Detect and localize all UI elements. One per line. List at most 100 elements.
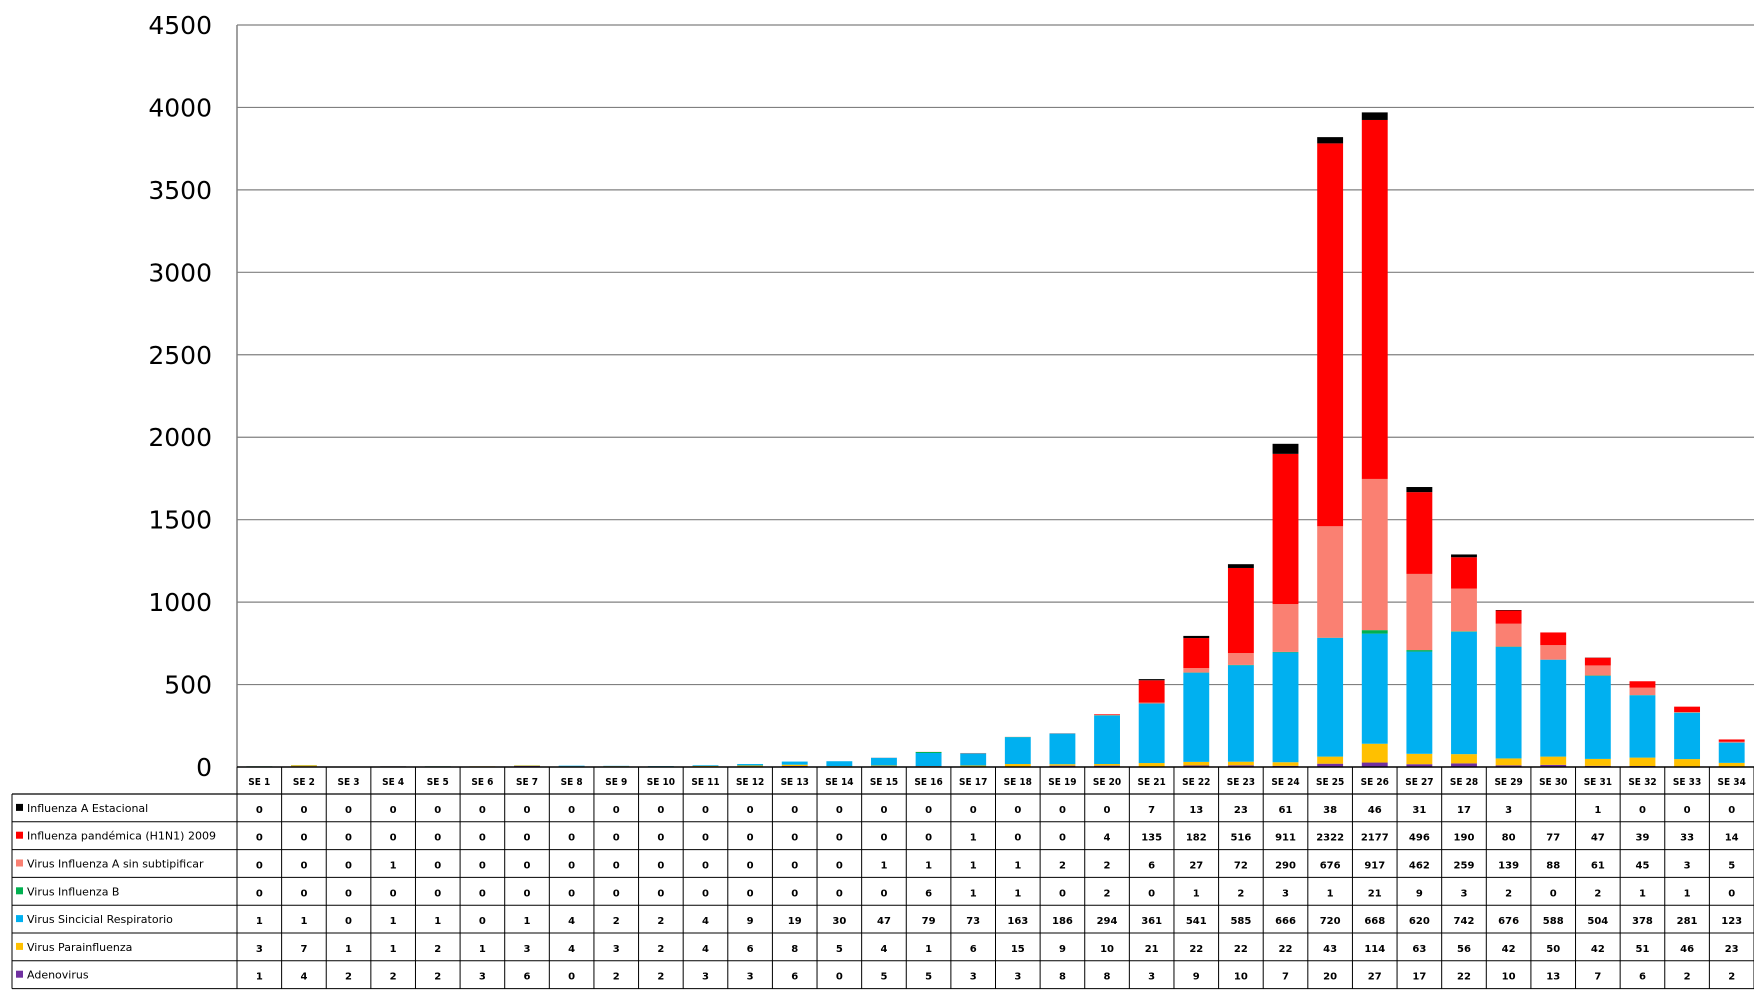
bar-segment xyxy=(1272,453,1299,605)
table-cell: 3 xyxy=(1461,888,1468,899)
table-cell: 61 xyxy=(1279,805,1293,816)
table-cell: 114 xyxy=(1364,944,1385,955)
table-cell: 1 xyxy=(970,833,977,844)
gridlines xyxy=(237,24,1754,686)
bar-segment xyxy=(737,765,764,767)
bar-segment xyxy=(871,757,897,766)
table-cell: 27 xyxy=(1189,861,1203,872)
bar-segment xyxy=(1406,573,1433,651)
table-cell: 163 xyxy=(1007,916,1028,927)
table-cell: 14 xyxy=(1725,833,1739,844)
table-cell: 4 xyxy=(568,944,575,955)
table-cell: 2 xyxy=(390,972,397,983)
table-cell: 0 xyxy=(836,833,843,844)
table-cell: 2 xyxy=(1237,888,1244,899)
bar-segment xyxy=(1361,743,1388,763)
bar-segment xyxy=(1629,681,1656,688)
table-cell: 361 xyxy=(1141,916,1162,927)
table-cell: 0 xyxy=(300,805,307,816)
table-cell: 9 xyxy=(1059,944,1066,955)
table-cell: 917 xyxy=(1364,861,1385,872)
table-cell: 5 xyxy=(925,972,932,983)
bar-segment xyxy=(1406,764,1433,767)
bar-segment xyxy=(781,761,808,765)
bar-segment xyxy=(1451,588,1477,632)
table-cell: 290 xyxy=(1275,861,1296,872)
legend-swatch xyxy=(16,915,23,923)
table-cell: 720 xyxy=(1320,916,1341,927)
table-cell: 2 xyxy=(657,972,664,983)
bar-segment xyxy=(1674,712,1701,760)
table-cell: 0 xyxy=(970,805,977,816)
legend-swatch xyxy=(16,803,23,811)
table-cell: 1 xyxy=(1639,888,1646,899)
x-tick-label: SE 25 xyxy=(1316,777,1344,788)
table-cell: 676 xyxy=(1320,861,1341,872)
table-cell: 0 xyxy=(568,972,575,983)
table-cell: 0 xyxy=(925,833,932,844)
table-cell: 1 xyxy=(390,944,397,955)
bar-segment xyxy=(1495,623,1522,647)
table-cell: 0 xyxy=(479,805,486,816)
x-tick-label: SE 3 xyxy=(338,777,360,788)
bar-segment xyxy=(1317,137,1344,144)
bar-segment xyxy=(781,764,808,767)
bar-segment xyxy=(1361,633,1388,744)
table-cell: 588 xyxy=(1543,916,1564,927)
table-cell: 8 xyxy=(1059,972,1066,983)
table-cell: 23 xyxy=(1234,805,1248,816)
x-tick-label: SE 5 xyxy=(427,777,449,788)
table-cell: 79 xyxy=(922,916,936,927)
table-cell: 2 xyxy=(613,916,620,927)
bar-segment xyxy=(1495,765,1522,767)
table-cell: 1 xyxy=(970,861,977,872)
table-cell: 0 xyxy=(256,861,263,872)
table-cell: 21 xyxy=(1145,944,1159,955)
bar-segment xyxy=(1629,757,1656,767)
table-cell: 80 xyxy=(1502,833,1516,844)
table-cell: 0 xyxy=(613,861,620,872)
table-cell: 496 xyxy=(1409,833,1430,844)
bar-segment xyxy=(1138,702,1165,704)
bar-segment xyxy=(1361,112,1388,120)
table-cell: 4 xyxy=(702,944,709,955)
table-cell: 911 xyxy=(1275,833,1296,844)
table-cell: 0 xyxy=(345,805,352,816)
bar-segment xyxy=(1049,764,1076,766)
table-cell: 1 xyxy=(1014,861,1021,872)
table-cell: 88 xyxy=(1546,861,1560,872)
table-cell: 0 xyxy=(1639,805,1646,816)
legend-label: Influenza A Estacional xyxy=(27,802,148,815)
table-cell: 541 xyxy=(1186,916,1207,927)
table-cell: 51 xyxy=(1635,944,1649,955)
legend-label: Virus Sincicial Respiratorio xyxy=(27,913,173,926)
table-cell: 0 xyxy=(256,888,263,899)
x-tick-label: SE 30 xyxy=(1539,777,1567,788)
table-cell: 0 xyxy=(1684,805,1691,816)
table-cell: 0 xyxy=(390,888,397,899)
bar-segment xyxy=(1227,765,1254,767)
bar-segment xyxy=(1540,659,1567,757)
table-cell: 0 xyxy=(345,888,352,899)
table-cell: 5 xyxy=(836,944,843,955)
table-cell: 1 xyxy=(925,861,932,872)
table-cell: 1 xyxy=(524,916,531,927)
table-cell: 0 xyxy=(1059,805,1066,816)
table-cell: 6 xyxy=(791,972,798,983)
x-tick-label: SE 28 xyxy=(1450,777,1478,788)
bar-segment xyxy=(1540,764,1567,767)
table-cell: 0 xyxy=(434,805,441,816)
table-cell: 3 xyxy=(1014,972,1021,983)
table-cell: 0 xyxy=(524,833,531,844)
bar-segment xyxy=(1584,675,1611,759)
table-cell: 6 xyxy=(747,944,754,955)
table-cell: 4 xyxy=(300,972,307,983)
table-cell: 0 xyxy=(345,833,352,844)
table-cell: 0 xyxy=(568,805,575,816)
y-tick-label: 500 xyxy=(164,671,212,700)
table-cell: 61 xyxy=(1591,861,1605,872)
x-tick-label: SE 14 xyxy=(825,777,853,788)
table-cell: 22 xyxy=(1457,972,1471,983)
table-cell: 0 xyxy=(1059,833,1066,844)
bar-segment xyxy=(1138,763,1165,767)
